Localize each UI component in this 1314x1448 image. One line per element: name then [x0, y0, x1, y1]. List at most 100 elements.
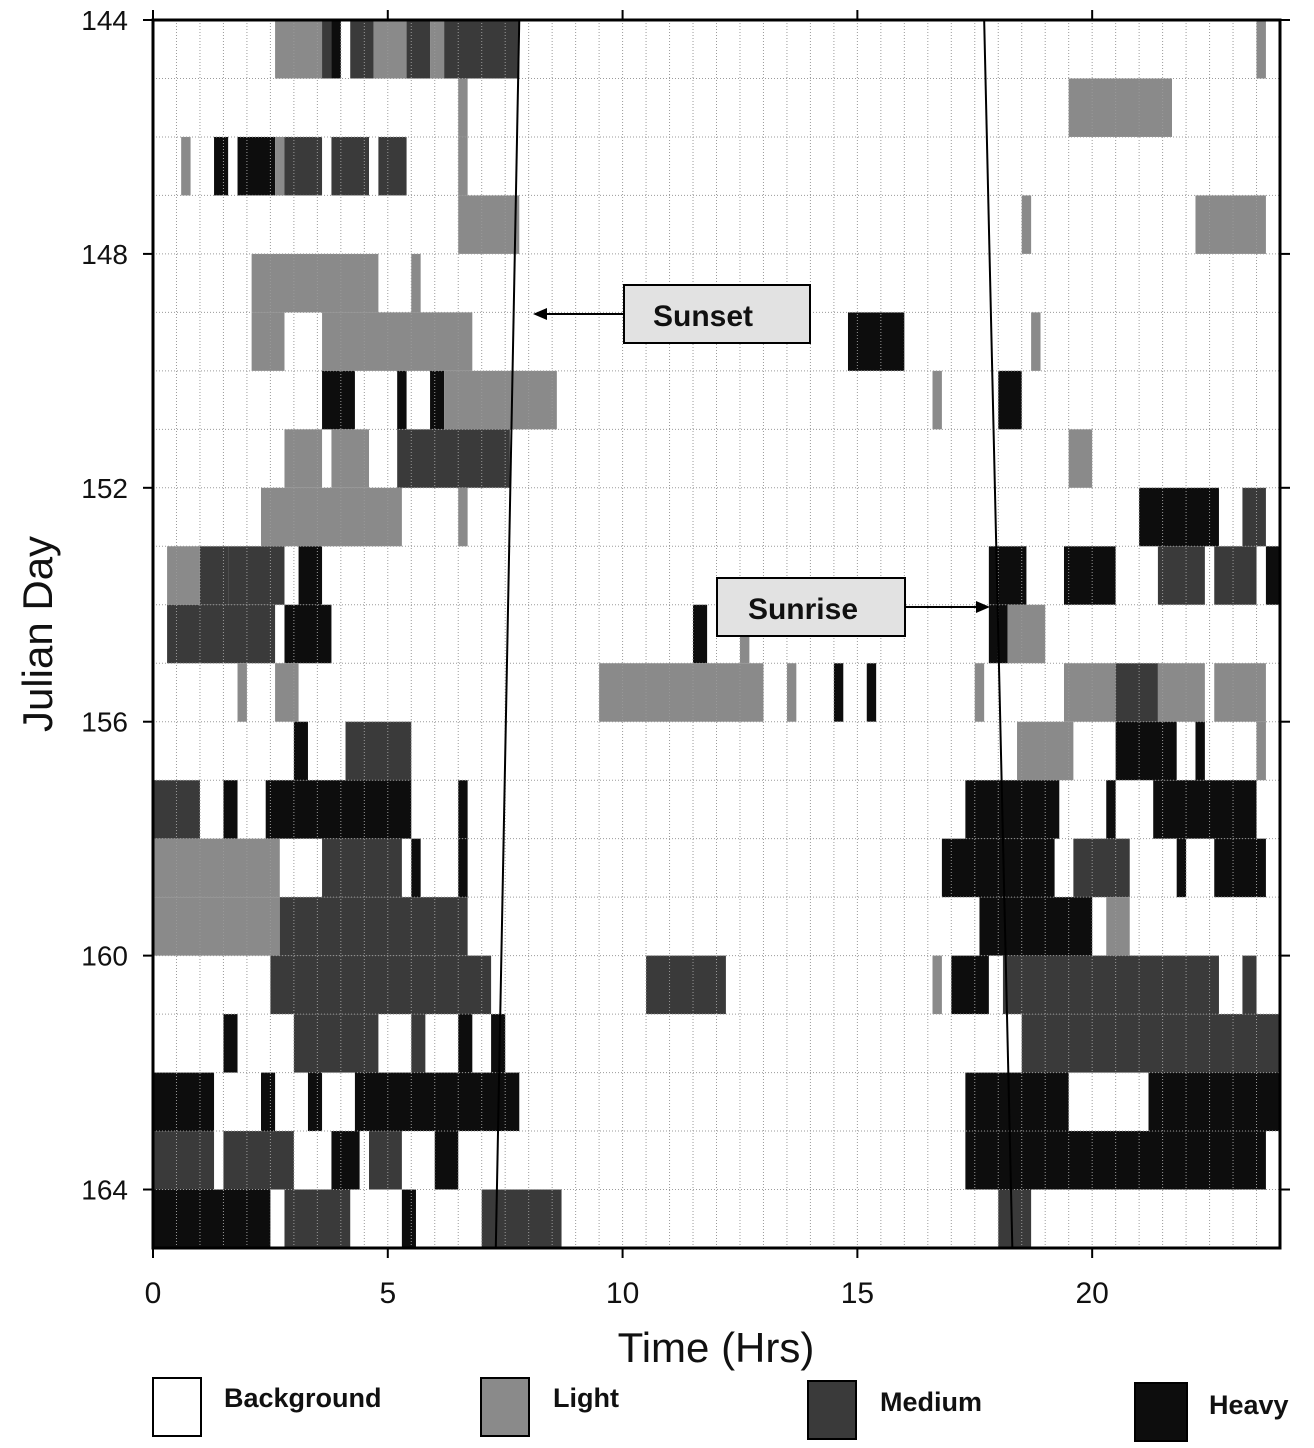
- cell-light: [331, 429, 370, 488]
- cell-medium: [284, 1189, 351, 1248]
- cell-light: [458, 195, 520, 254]
- cell-medium: [1214, 546, 1257, 605]
- cell-heavy: [458, 780, 468, 839]
- y-tick-label: 164: [81, 1175, 128, 1206]
- legend-swatch-medium: [807, 1380, 857, 1440]
- cell-light: [458, 487, 468, 547]
- grid-layer: [153, 20, 1280, 1248]
- cell-medium: [153, 1131, 215, 1190]
- cell-light: [1068, 78, 1172, 137]
- cell-medium: [350, 20, 374, 79]
- cell-heavy: [1153, 780, 1257, 839]
- cell-heavy: [401, 1189, 416, 1248]
- sunrise-label: Sunrise: [748, 593, 858, 626]
- cell-light: [153, 838, 280, 898]
- y-tick-label: 152: [81, 473, 128, 504]
- cell-heavy: [293, 721, 308, 781]
- cell-heavy: [491, 1014, 506, 1073]
- legend-label-light: Light: [553, 1383, 619, 1413]
- cell-heavy: [998, 370, 1022, 430]
- cell-light: [251, 253, 379, 313]
- cell-medium: [444, 20, 520, 79]
- cell-heavy: [223, 1014, 238, 1073]
- cell-medium: [646, 955, 726, 1015]
- cell-medium: [406, 20, 431, 79]
- cell-medium: [167, 604, 276, 664]
- cell-heavy: [1214, 838, 1266, 898]
- sunrise-arrow-head: [976, 601, 990, 613]
- cell-light: [167, 546, 200, 605]
- cell-heavy: [833, 663, 844, 722]
- cell-light: [786, 663, 797, 722]
- cell-heavy: [1265, 546, 1280, 605]
- cell-light: [458, 78, 468, 137]
- cell-heavy: [223, 780, 238, 839]
- cell-heavy: [261, 1072, 276, 1132]
- x-tick-label: 0: [145, 1277, 162, 1310]
- cell-light: [932, 370, 942, 430]
- cell-light: [275, 20, 323, 79]
- cell-medium: [293, 1014, 379, 1073]
- cell-heavy: [434, 1131, 459, 1190]
- cell-medium: [228, 546, 285, 605]
- cell-heavy: [298, 546, 323, 605]
- cell-heavy: [458, 1014, 473, 1073]
- cell-medium: [331, 136, 370, 196]
- cell-light: [261, 487, 402, 547]
- cell-heavy: [153, 1189, 271, 1248]
- cell-heavy: [331, 20, 341, 79]
- cell-heavy: [988, 546, 1027, 605]
- y-tick-label: 160: [81, 941, 128, 972]
- cell-heavy: [1106, 780, 1116, 839]
- cell-light: [1007, 604, 1046, 664]
- legend: Background Light Medium Heavy: [152, 1377, 1289, 1442]
- sunset-label: Sunset: [653, 300, 753, 333]
- x-axis-title: Time (Hrs): [618, 1324, 815, 1371]
- legend-label-background: Background: [224, 1383, 382, 1413]
- cell-heavy: [965, 1072, 1069, 1132]
- sun-lines-layer: [494, 19, 1014, 1249]
- cell-heavy: [979, 897, 1093, 956]
- cell-light: [599, 663, 764, 722]
- cell-light: [1063, 663, 1116, 722]
- cell-light: [251, 312, 285, 371]
- cell-light: [181, 136, 191, 196]
- cell-light: [444, 370, 557, 430]
- cell-medium: [1073, 838, 1130, 898]
- cell-heavy: [284, 604, 332, 664]
- cell-light: [1195, 195, 1266, 254]
- cell-light: [1157, 663, 1205, 722]
- cell-heavy: [1176, 838, 1187, 898]
- cell-light: [284, 429, 323, 488]
- cell-medium: [270, 955, 492, 1015]
- cell-light: [275, 136, 285, 196]
- cell-medium: [279, 897, 468, 956]
- cell-light: [1017, 721, 1074, 781]
- cell-heavy: [397, 370, 407, 430]
- cell-heavy: [847, 312, 905, 371]
- cells-layer: [153, 20, 1280, 1248]
- legend-swatch-light: [480, 1377, 530, 1437]
- cell-heavy: [307, 1072, 323, 1132]
- cell-heavy: [1115, 721, 1177, 781]
- cell-medium: [1115, 663, 1158, 722]
- cell-heavy: [237, 136, 276, 196]
- cell-heavy: [322, 370, 355, 430]
- cell-heavy: [1195, 721, 1205, 781]
- cell-light: [458, 136, 468, 196]
- y-tick-label: 156: [81, 707, 128, 738]
- cell-medium: [322, 20, 332, 79]
- x-tick-label: 20: [1075, 1277, 1108, 1310]
- legend-label-medium: Medium: [880, 1387, 982, 1417]
- cell-heavy: [331, 1131, 360, 1190]
- sunrise-annotation: Sunrise: [716, 577, 990, 637]
- x-tick-label: 10: [606, 1277, 639, 1310]
- cell-light: [153, 897, 280, 956]
- cell-light: [1214, 663, 1266, 722]
- cell-heavy: [866, 663, 877, 722]
- legend-swatch-heavy: [1134, 1382, 1188, 1442]
- sunset-arrow-head: [533, 308, 547, 320]
- x-tick-label: 15: [841, 1277, 874, 1310]
